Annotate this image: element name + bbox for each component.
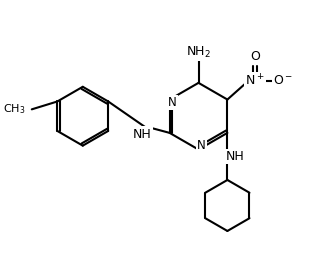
Text: N: N <box>197 139 206 152</box>
Text: NH$_2$: NH$_2$ <box>186 45 211 60</box>
Text: O: O <box>250 50 260 63</box>
Text: N$^+$: N$^+$ <box>245 73 265 89</box>
Text: N: N <box>168 96 177 109</box>
Text: NH: NH <box>132 128 151 141</box>
Text: CH$_3$: CH$_3$ <box>3 102 26 116</box>
Text: NH: NH <box>226 150 245 163</box>
Text: O$^-$: O$^-$ <box>273 74 293 87</box>
